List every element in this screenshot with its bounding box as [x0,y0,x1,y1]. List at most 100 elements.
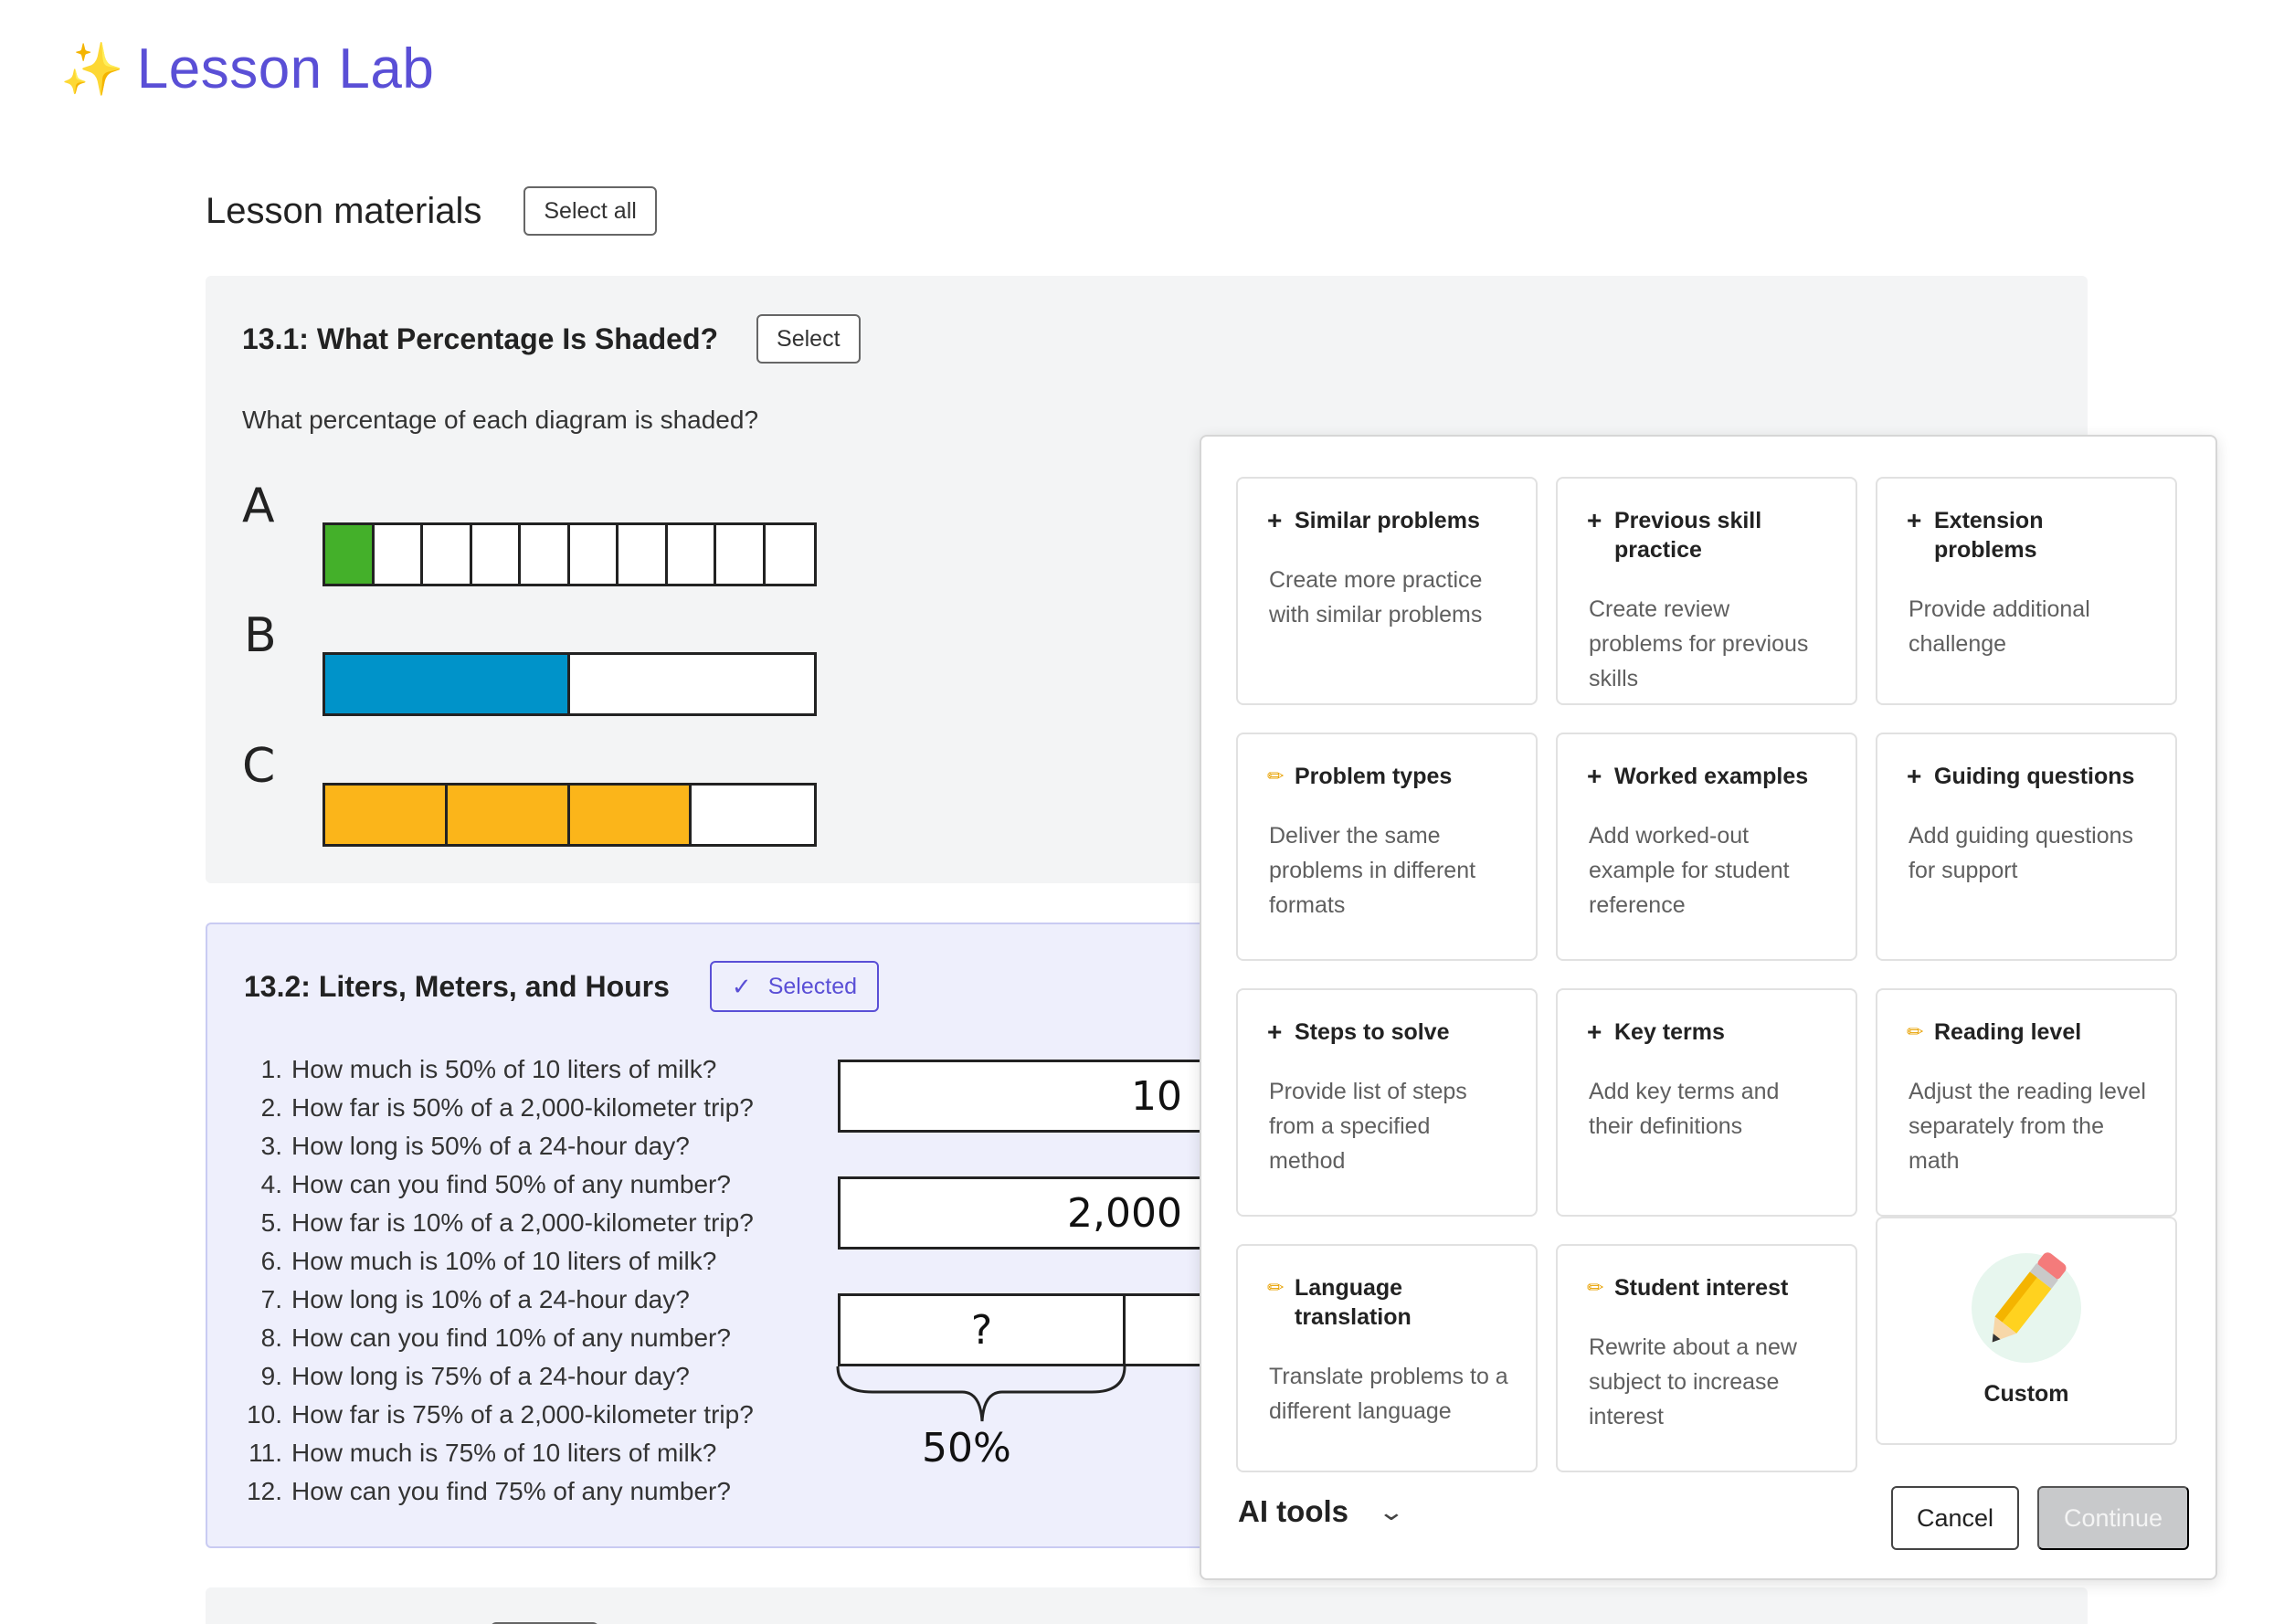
card-title-text: Problem types [1295,764,1453,789]
page-title: Lesson materials [206,190,482,231]
card-description: Translate problems to a different langua… [1269,1364,1508,1424]
list-item-text: How can you find 50% of any number? [291,1170,731,1198]
bar-cell [569,655,814,713]
card-title-text: Previous skill practice [1614,508,1762,563]
lesson-item-next [206,1587,2088,1624]
card-title-text: Steps to solve [1295,1019,1450,1045]
item-title-row: 13.1: What Percentage Is Shaded? Select [242,314,861,364]
card-title: + Similar problems [1267,506,1508,535]
bar-cell [325,525,375,584]
bar-cell [374,525,423,584]
ai-tools-dropdown[interactable]: AI tools ⌄ [1238,1494,1405,1529]
list-item: 5. How far is 10% of a 2,000-kilometer tr… [235,1204,754,1242]
bar-cell [667,525,716,584]
list-item-text: How much is 50% of 10 liters of milk? [291,1055,717,1083]
diagram-bar-b [323,652,817,716]
card-title: ✏ Language translation [1267,1273,1508,1332]
bar-cell [765,525,814,584]
ai-tool-card-extension-problems[interactable]: + Extension problems Provide additional ch… [1876,477,2177,705]
bar-cell [619,525,668,584]
card-description: Rewrite about a new subject to increase … [1589,1334,1797,1429]
list-item-number: 11. [248,1439,282,1467]
list-item-number: 3. [260,1132,282,1160]
bar-cell [325,786,448,844]
pencil-icon: ✏ [1587,1276,1604,1299]
list-item-number: 8. [260,1323,282,1352]
list-item-text: How can you find 75% of any number? [291,1477,731,1505]
plus-icon: + [1587,1018,1602,1046]
list-item: 1. How much is 50% of 10 liters of milk? [235,1050,754,1089]
bar-cell [447,786,570,844]
list-item: 12. How can you find 75% of any number? [235,1472,754,1511]
question-list: 1. How much is 50% of 10 liters of milk? 2… [235,1050,754,1511]
list-item-number: 6. [260,1247,282,1275]
plus-icon: + [1267,1018,1283,1046]
ai-tool-card-previous-skill-practice[interactable]: + Previous skill practice Create review pr… [1556,477,1857,705]
card-title-text: Language translation [1295,1275,1412,1330]
list-item-number: 5. [260,1208,282,1237]
tape-diagram-unknown: ? [838,1293,1221,1366]
ai-tool-card-language-translation[interactable]: ✏ Language translation Translate problems … [1236,1244,1538,1472]
continue-button[interactable]: Continue [2037,1486,2189,1550]
pencil-icon: ✏ [1907,1020,1924,1043]
ai-tool-card-problem-types[interactable]: ✏ Problem types Deliver the same problems … [1236,733,1538,961]
select-all-button[interactable]: Select all [523,186,657,236]
brace-label: 50% [922,1425,1011,1471]
card-title-text: Reading level [1934,1019,2082,1045]
ai-tool-card-guiding-questions[interactable]: + Guiding questions Add guiding questions … [1876,733,2177,961]
card-title: + Steps to solve [1267,1018,1508,1047]
tape-diagram-2000: 2,000 [838,1176,1221,1250]
item-title-row: 13.2: Liters, Meters, and Hours ✓ Select… [244,961,880,1012]
list-item-text: How far is 75% of a 2,000-kilometer trip… [291,1400,754,1429]
card-title-text: Guiding questions [1934,764,2135,789]
list-item-text: How long is 75% of a 24-hour day? [291,1362,690,1390]
card-description: Add guiding questions for support [1909,823,2134,883]
ai-tool-card-reading-level[interactable]: ✏ Reading level Adjust the reading level s… [1876,988,2177,1217]
select-button[interactable]: Select [756,314,861,364]
card-description: Add key terms and their definitions [1589,1079,1780,1139]
bar-cell [325,655,570,713]
list-item-number: 10. [247,1400,282,1429]
ai-tool-card-key-terms[interactable]: + Key terms Add key terms and their defini… [1556,988,1857,1217]
card-title-text: Student interest [1614,1275,1789,1301]
card-title: + Extension problems [1907,506,2148,564]
ai-tool-card-similar-problems[interactable]: + Similar problems Create more practice wi… [1236,477,1538,705]
card-title-text: Extension problems [1934,508,2044,563]
ai-tools-label: AI tools [1238,1494,1348,1528]
plus-icon: + [1907,762,1922,790]
card-title-text: Similar problems [1295,508,1480,533]
card-title: ✏ Problem types [1267,762,1508,791]
card-title: + Guiding questions [1907,762,2148,791]
custom-label: Custom [1983,1381,2069,1407]
pencil-icon: ✏ [1267,1276,1285,1299]
tape-unknown: ? [970,1306,993,1354]
ai-tool-card-worked-examples[interactable]: + Worked examples Add worked-out example f… [1556,733,1857,961]
bar-cell [423,525,472,584]
tape-value: 10 [1131,1072,1182,1120]
diagram-bar-c [323,783,817,847]
plus-icon: + [1587,762,1602,790]
lesson-materials-header: Lesson materials Select all [206,186,657,236]
pencil-icon [1972,1252,2081,1363]
card-title-text: Key terms [1614,1019,1725,1045]
brace-shape [836,1366,1126,1422]
custom-card[interactable]: Custom [1876,1217,2177,1445]
list-item-number: 2. [260,1093,282,1122]
bar-cell [716,525,766,584]
list-item: 7. How long is 10% of a 24-hour day? [235,1281,754,1319]
card-description: Deliver the same problems in different f… [1269,823,1476,918]
app-title: Lesson Lab [136,37,435,100]
bar-cell [569,786,693,844]
cancel-button[interactable]: Cancel [1891,1486,2019,1550]
pencil-icon: ✏ [1267,765,1285,787]
ai-tool-card-steps-to-solve[interactable]: + Steps to solve Provide list of steps fro… [1236,988,1538,1217]
bar-cell [521,525,570,584]
list-item-text: How far is 10% of a 2,000-kilometer trip… [291,1208,754,1237]
ai-tools-panel: + Similar problems Create more practice wi… [1200,435,2217,1580]
diagram-label-c: C [242,739,276,794]
card-title: + Previous skill practice [1587,506,1828,564]
selected-button[interactable]: ✓ Selected [709,961,880,1012]
list-item: 6. How much is 10% of 10 liters of milk? [235,1242,754,1281]
ai-tool-card-student-interest[interactable]: ✏ Student interest Rewrite about a new sub… [1556,1244,1857,1472]
check-icon: ✓ [731,972,752,1000]
